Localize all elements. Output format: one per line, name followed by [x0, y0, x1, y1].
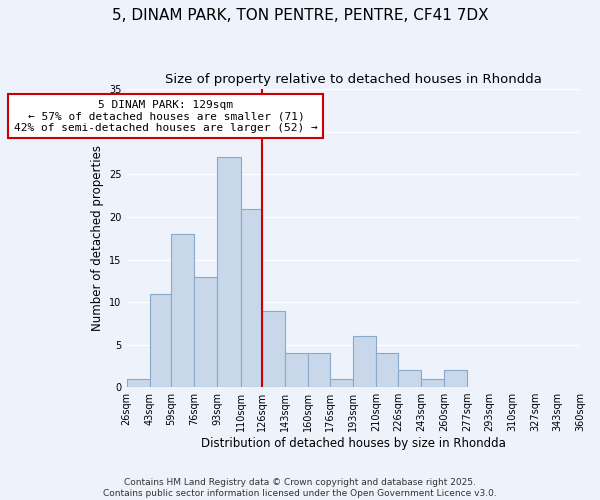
- Bar: [376, 353, 398, 387]
- Text: 5 DINAM PARK: 129sqm
← 57% of detached houses are smaller (71)
42% of semi-detac: 5 DINAM PARK: 129sqm ← 57% of detached h…: [14, 100, 318, 133]
- Bar: [149, 294, 172, 387]
- Bar: [398, 370, 421, 387]
- Bar: [172, 234, 194, 387]
- Bar: [194, 276, 217, 387]
- X-axis label: Distribution of detached houses by size in Rhondda: Distribution of detached houses by size …: [201, 437, 506, 450]
- Bar: [308, 353, 330, 387]
- Text: Contains HM Land Registry data © Crown copyright and database right 2025.
Contai: Contains HM Land Registry data © Crown c…: [103, 478, 497, 498]
- Bar: [444, 370, 467, 387]
- Text: 5, DINAM PARK, TON PENTRE, PENTRE, CF41 7DX: 5, DINAM PARK, TON PENTRE, PENTRE, CF41 …: [112, 8, 488, 22]
- Bar: [286, 353, 308, 387]
- Bar: [330, 378, 353, 387]
- Bar: [127, 378, 149, 387]
- Bar: [262, 310, 286, 387]
- Bar: [353, 336, 376, 387]
- Bar: [421, 378, 444, 387]
- Y-axis label: Number of detached properties: Number of detached properties: [91, 146, 104, 332]
- Bar: [217, 158, 241, 387]
- Bar: [241, 208, 262, 387]
- Title: Size of property relative to detached houses in Rhondda: Size of property relative to detached ho…: [165, 72, 542, 86]
